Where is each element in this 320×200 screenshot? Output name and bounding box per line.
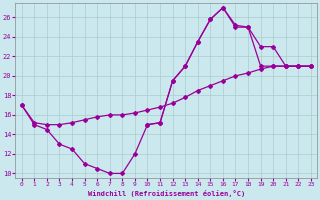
X-axis label: Windchill (Refroidissement éolien,°C): Windchill (Refroidissement éolien,°C)	[88, 190, 245, 197]
